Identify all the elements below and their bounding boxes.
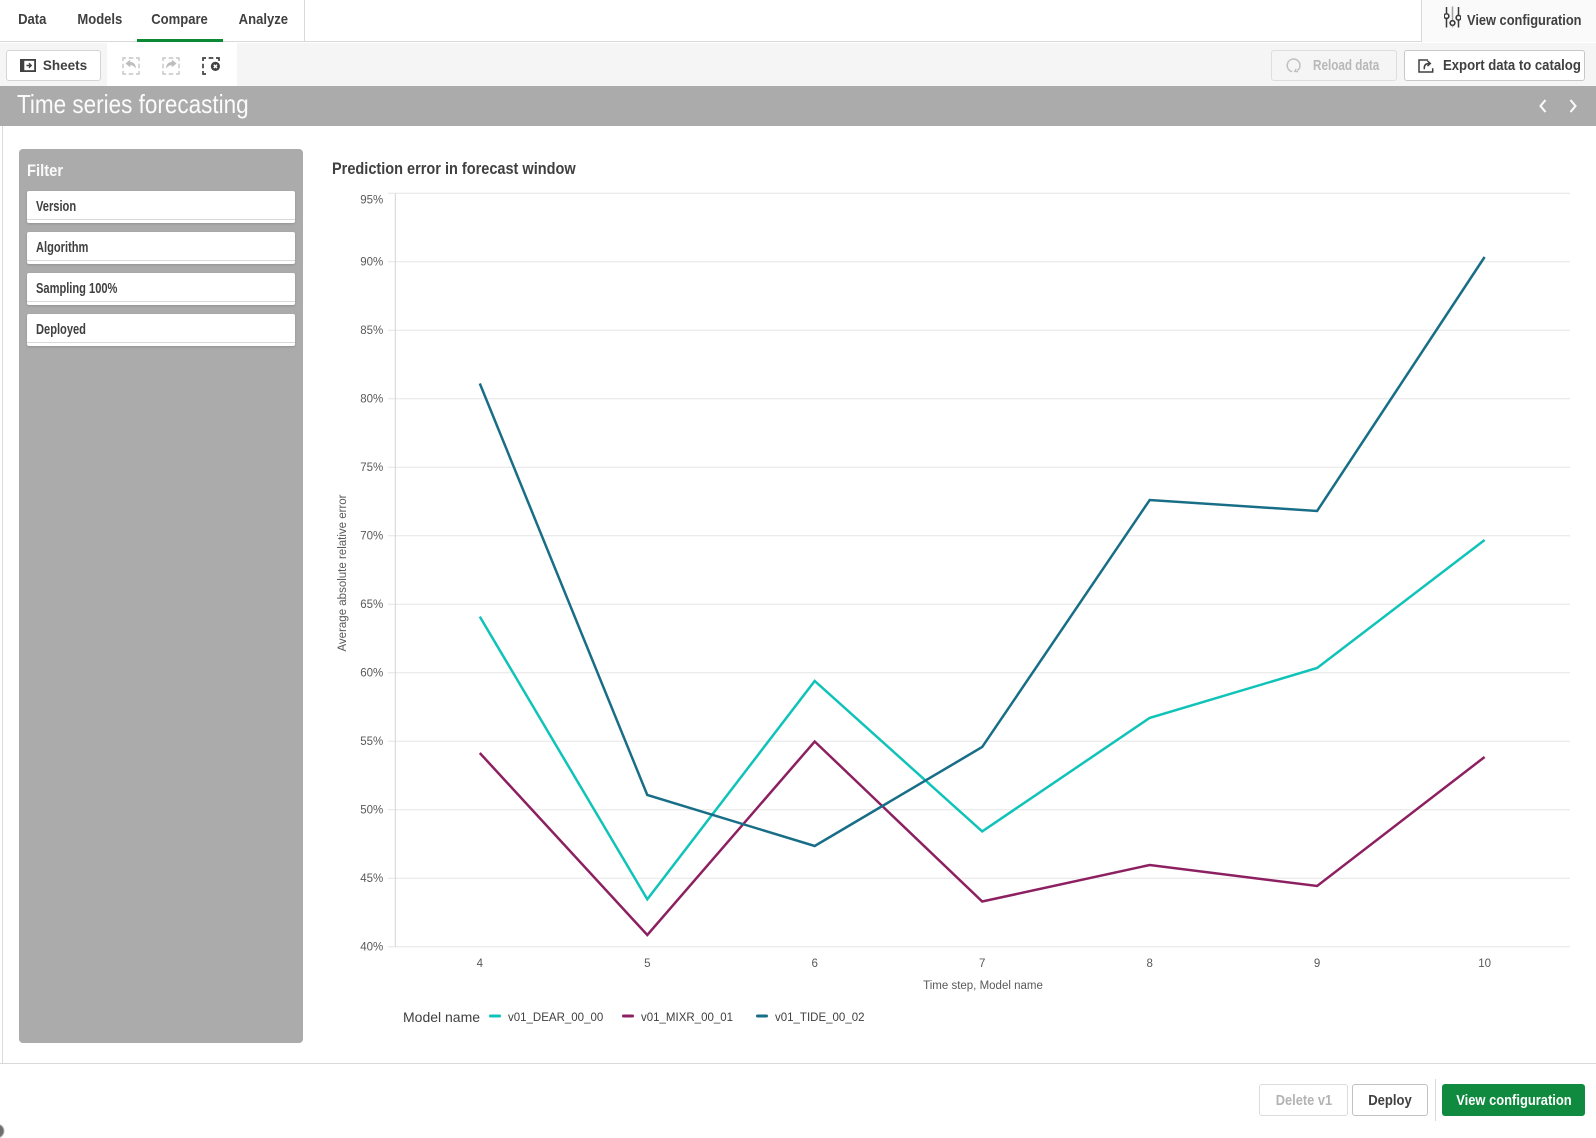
svg-text:v01_MIXR_00_01: v01_MIXR_00_01 bbox=[641, 1012, 733, 1024]
svg-text:75%: 75% bbox=[360, 462, 383, 474]
svg-text:4: 4 bbox=[477, 958, 484, 970]
svg-text:40%: 40% bbox=[360, 942, 383, 954]
svg-text:v01_DEAR_00_00: v01_DEAR_00_00 bbox=[508, 1012, 603, 1024]
svg-text:80%: 80% bbox=[360, 394, 383, 406]
svg-text:50%: 50% bbox=[360, 805, 383, 817]
svg-text:Model name: Model name bbox=[403, 1009, 480, 1025]
svg-text:65%: 65% bbox=[360, 599, 383, 611]
svg-text:5: 5 bbox=[644, 958, 650, 970]
svg-text:60%: 60% bbox=[360, 668, 383, 680]
svg-text:85%: 85% bbox=[360, 325, 383, 337]
svg-text:6: 6 bbox=[811, 958, 817, 970]
svg-text:8: 8 bbox=[1146, 958, 1152, 970]
svg-text:55%: 55% bbox=[360, 736, 383, 748]
svg-text:v01_TIDE_00_02: v01_TIDE_00_02 bbox=[775, 1012, 865, 1024]
svg-text:70%: 70% bbox=[360, 531, 383, 543]
svg-text:10: 10 bbox=[1478, 958, 1491, 970]
svg-text:95%: 95% bbox=[360, 195, 383, 207]
svg-text:Time step, Model name: Time step, Model name bbox=[923, 980, 1043, 992]
svg-text:45%: 45% bbox=[360, 873, 383, 885]
svg-text:7: 7 bbox=[979, 958, 985, 970]
svg-text:9: 9 bbox=[1314, 958, 1320, 970]
svg-text:90%: 90% bbox=[360, 257, 383, 269]
svg-text:Average absolute relative erro: Average absolute relative error bbox=[337, 494, 349, 651]
